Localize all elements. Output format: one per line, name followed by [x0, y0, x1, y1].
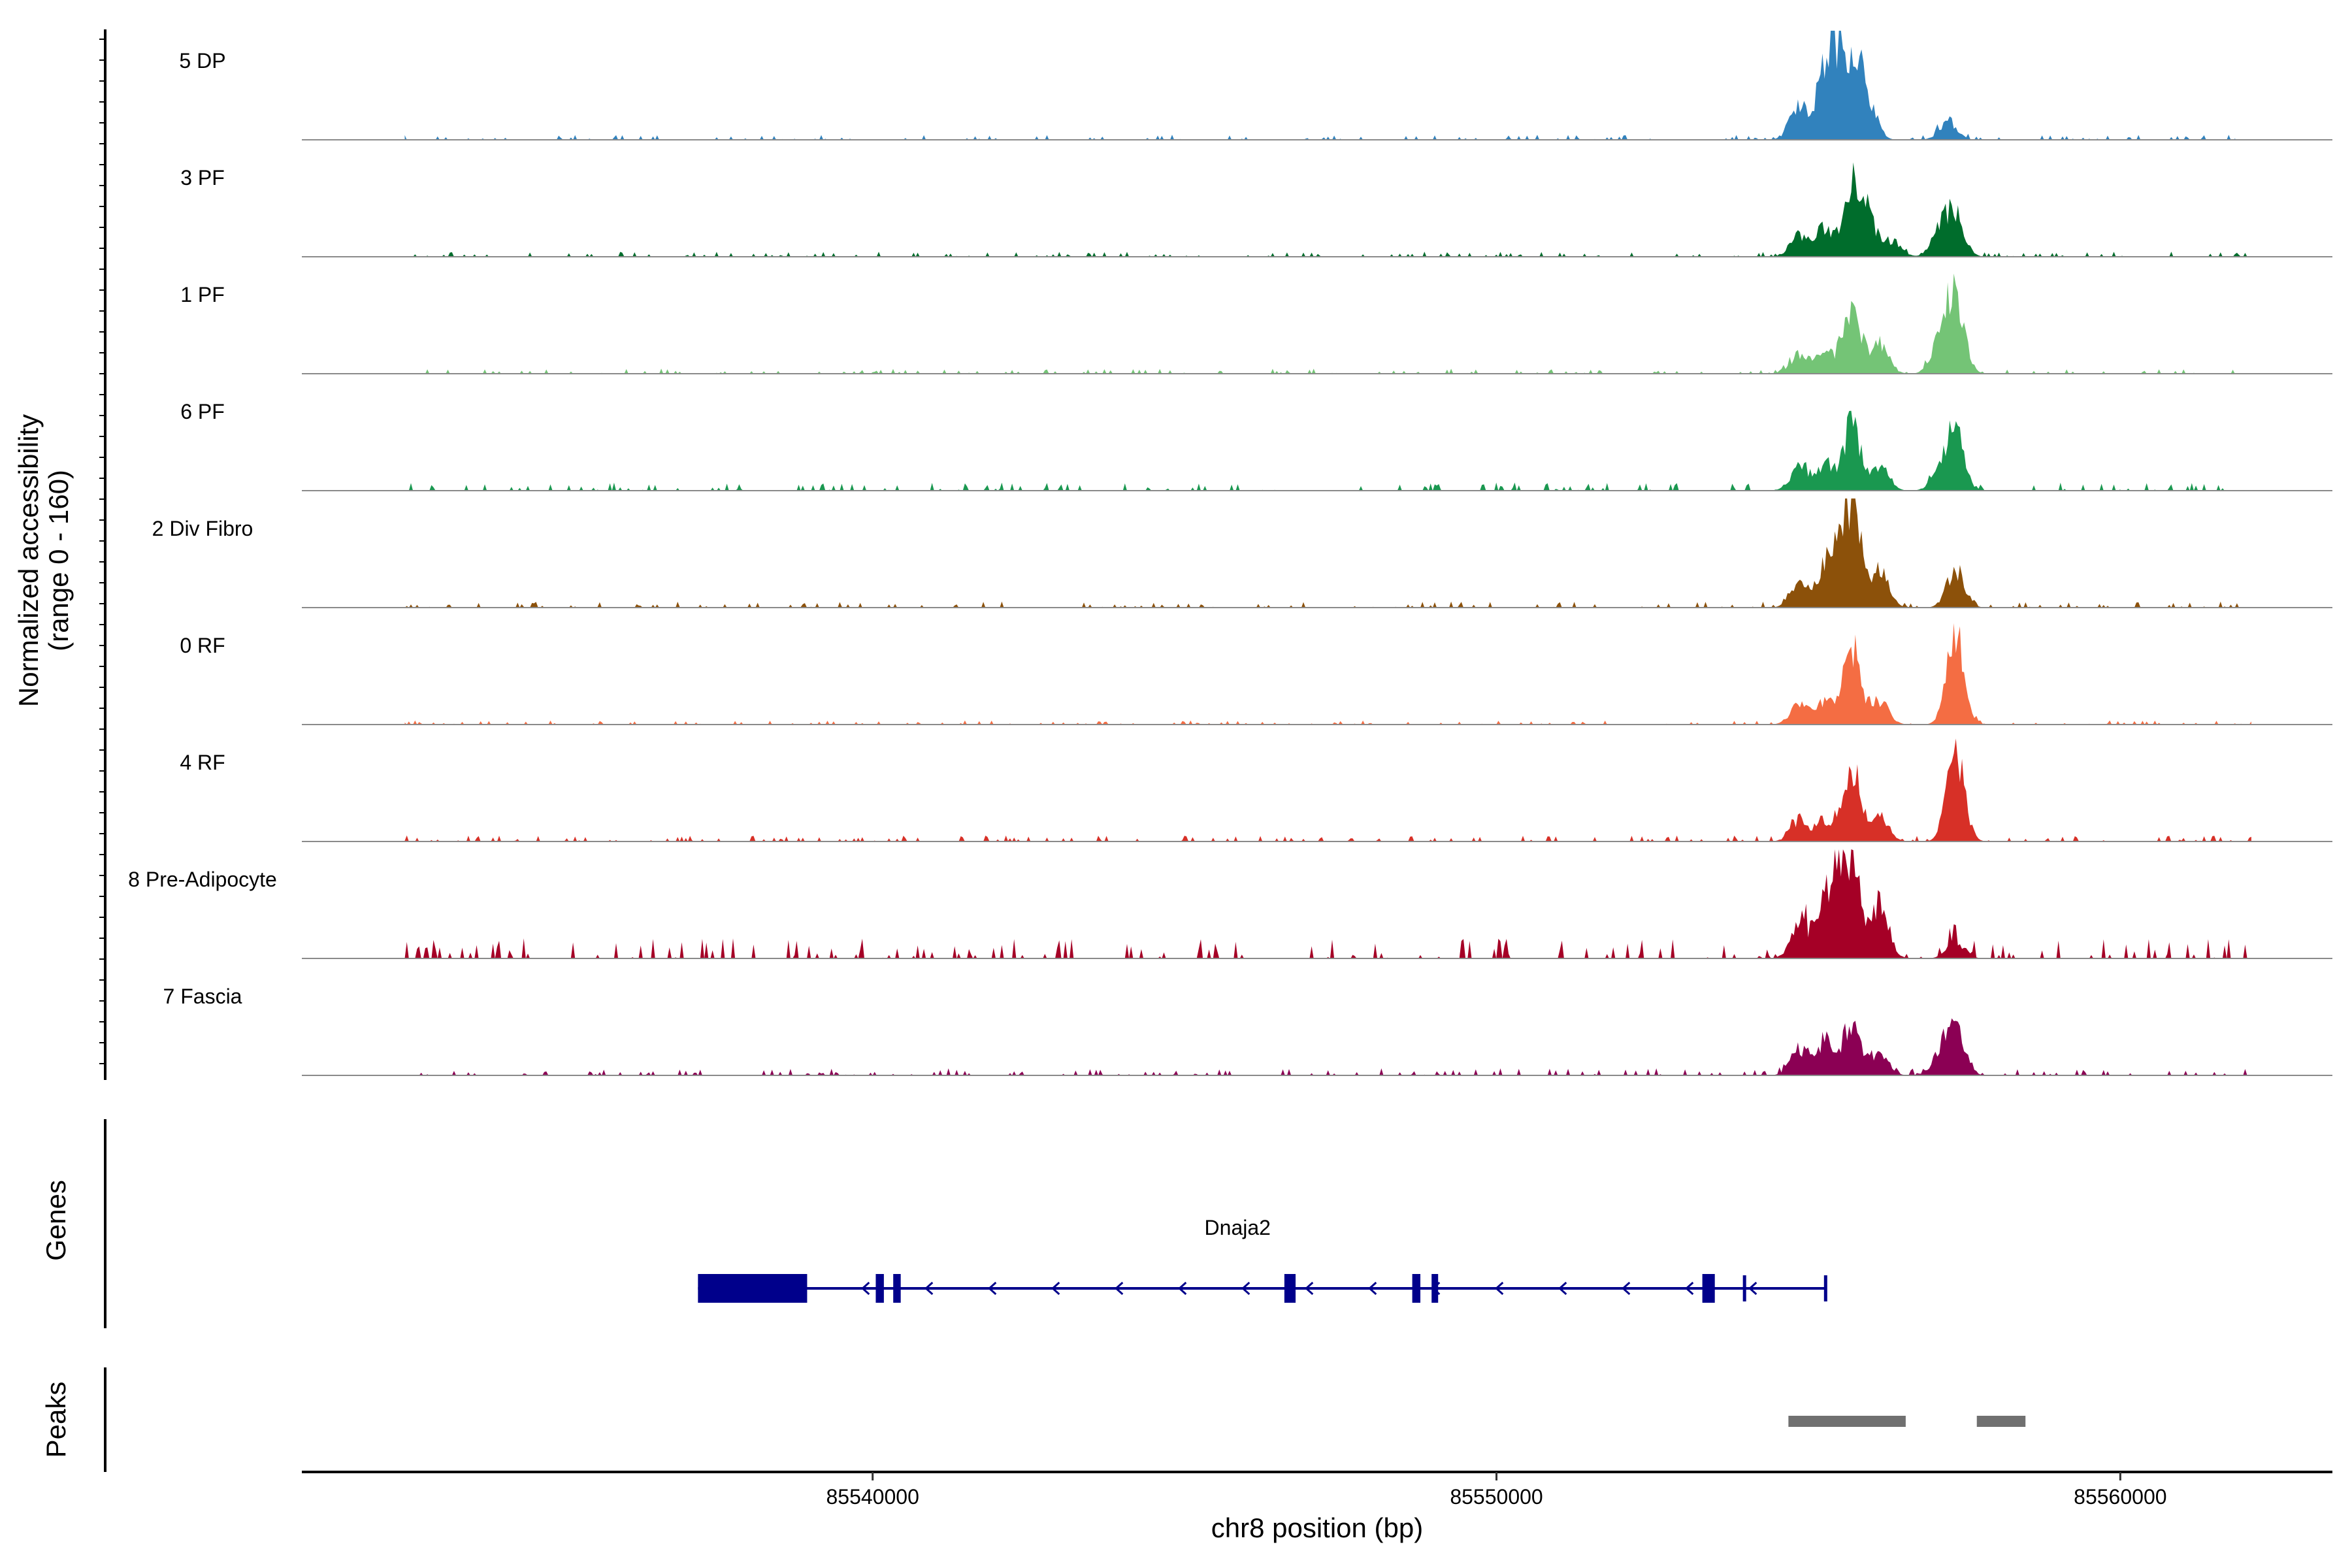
track-label: 2 Div Fibro — [152, 517, 253, 540]
x-axis-title: chr8 position (bp) — [1211, 1512, 1424, 1543]
coverage-area — [404, 1018, 2251, 1075]
peaks-label: Peaks — [41, 1382, 71, 1458]
coverage-area — [404, 623, 2251, 725]
coverage-area — [404, 410, 2251, 491]
strand-arrow — [1178, 1281, 1187, 1296]
gene-exon — [1431, 1274, 1439, 1303]
strand-arrow — [1685, 1281, 1694, 1296]
coverage-area — [404, 273, 2251, 374]
track-label: 6 PF — [180, 400, 225, 423]
strand-arrow — [924, 1281, 934, 1296]
track-3: 6 PF — [180, 400, 2332, 491]
track-1: 3 PF — [180, 162, 2332, 257]
genes-panel-label: Genes — [41, 1180, 71, 1261]
strand-arrow — [1495, 1281, 1504, 1296]
gene-exon — [698, 1274, 808, 1303]
strand-arrow — [1368, 1281, 1377, 1296]
track-2: 1 PF — [180, 273, 2332, 374]
peak-track — [1788, 1416, 2026, 1427]
y-axis-title-line2: (range 0 - 160) — [43, 470, 74, 651]
genes-label: Genes — [41, 1180, 71, 1261]
gene-name-label: Dnaja2 — [1205, 1216, 1271, 1239]
strand-arrow — [1115, 1281, 1124, 1296]
strand-arrow — [1748, 1281, 1757, 1296]
x-tick-label: 85560000 — [2074, 1485, 2166, 1509]
peak-bar — [1976, 1416, 2026, 1427]
track-4: 2 Div Fibro — [152, 498, 2332, 608]
coverage-area — [404, 31, 2251, 140]
track-5: 0 RF — [180, 623, 2332, 725]
coverage-y-axis-ticks — [99, 39, 105, 1064]
coverage-area — [404, 162, 2251, 257]
x-tick-label: 85550000 — [1450, 1485, 1543, 1509]
peak-bar — [1788, 1416, 1906, 1427]
track-8: 7 Fascia — [163, 985, 2332, 1076]
track-label: 3 PF — [180, 166, 225, 189]
x-axis-ticks: 85540000 85550000 85560000 — [826, 1472, 2167, 1509]
coverage-area — [404, 849, 2251, 958]
strand-arrow — [1241, 1281, 1250, 1296]
gene-exon — [893, 1274, 901, 1303]
peaks-panel-label: Peaks — [41, 1382, 71, 1458]
gene-track: Dnaja2 — [698, 1216, 1827, 1303]
track-7: 8 Pre-Adipocyte — [128, 849, 2332, 959]
strand-arrow — [1051, 1281, 1060, 1296]
y-axis-title: Normalized accessibility (range 0 - 160) — [13, 414, 74, 707]
gene-model: Dnaja2 — [698, 1216, 1827, 1303]
y-axis-title-line1: Normalized accessibility — [13, 414, 44, 707]
gene-exon — [1702, 1274, 1715, 1303]
coverage-area — [404, 738, 2251, 841]
track-label: 7 Fascia — [163, 985, 242, 1008]
gene-exon — [1742, 1275, 1746, 1301]
coverage-area — [404, 498, 2251, 608]
strand-arrow — [1622, 1281, 1631, 1296]
gene-exon — [875, 1274, 884, 1303]
track-0: 5 DP — [179, 31, 2332, 140]
strand-arrow — [1558, 1281, 1567, 1296]
x-tick-label: 85540000 — [826, 1485, 919, 1509]
track-label: 0 RF — [180, 634, 225, 657]
track-label: 1 PF — [180, 283, 225, 306]
strand-arrow — [988, 1281, 997, 1296]
gene-exon — [1284, 1274, 1296, 1303]
strand-arrow — [1305, 1281, 1314, 1296]
coverage-tracks: 5 DP 3 PF 1 PF 6 PF 2 Div Fibro 0 RF 4 RF 8 Pre… — [128, 31, 2332, 1076]
track-6: 4 RF — [180, 738, 2332, 842]
track-label: 4 RF — [180, 751, 225, 774]
gene-exon — [1412, 1274, 1421, 1303]
track-label: 8 Pre-Adipocyte — [128, 868, 277, 891]
strand-arrow — [861, 1281, 870, 1296]
gene-exon — [1823, 1275, 1827, 1301]
track-label: 5 DP — [179, 49, 225, 73]
